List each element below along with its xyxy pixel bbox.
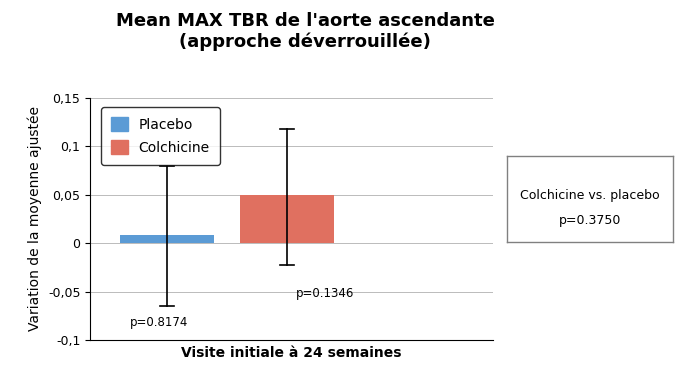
Text: p=0.8174: p=0.8174 (130, 316, 188, 328)
X-axis label: Visite initiale à 24 semaines: Visite initiale à 24 semaines (181, 346, 402, 360)
Bar (120, 235, 214, 243)
Y-axis label: Variation de la moyenne ajustée: Variation de la moyenne ajustée (28, 106, 42, 332)
Text: Mean MAX TBR de l'aorte ascendante
(approche déverrouillée): Mean MAX TBR de l'aorte ascendante (appr… (116, 12, 495, 51)
Legend: Placebo, Colchicine: Placebo, Colchicine (101, 107, 219, 165)
Text: p=0.3750: p=0.3750 (559, 214, 621, 228)
Text: p=0.1346: p=0.1346 (296, 287, 354, 300)
Bar (240, 195, 335, 243)
Text: Colchicine vs. placebo: Colchicine vs. placebo (520, 188, 660, 202)
